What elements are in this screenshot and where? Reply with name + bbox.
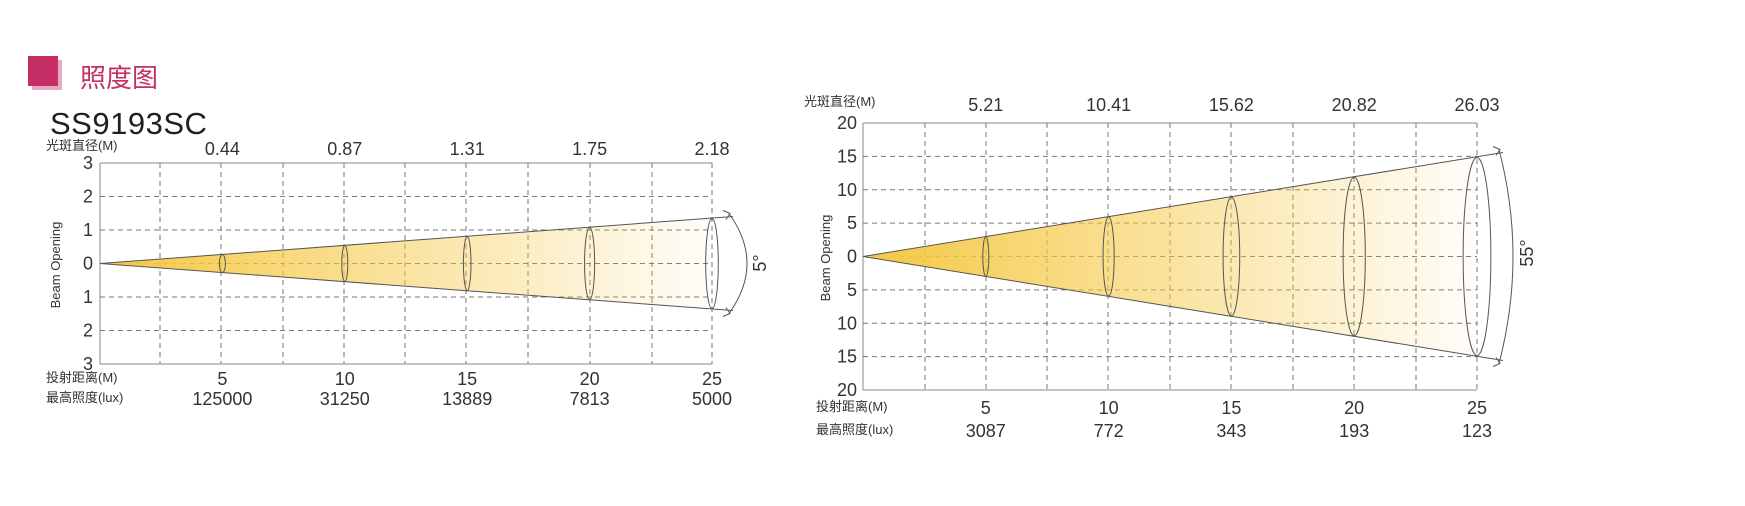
angle-arrow-top	[1492, 146, 1501, 156]
lux-value: 772	[1094, 421, 1124, 441]
lux-value: 31250	[320, 389, 370, 409]
beam-edge-top	[862, 152, 1504, 257]
beam-angle-label: 5°	[750, 254, 770, 271]
beam-cone-fill	[100, 216, 733, 311]
lux-value: 5000	[692, 389, 732, 409]
angle-arc	[1498, 149, 1514, 364]
beam-edge-bottom	[862, 256, 1504, 361]
beam-ellipse	[584, 227, 596, 300]
beam-ellipse	[1102, 216, 1115, 297]
angle-arrow-bottom	[722, 307, 731, 317]
y-tick-label: 2	[83, 187, 93, 207]
y-tick-label: 10	[837, 180, 857, 200]
y-tick-label: 1	[83, 287, 93, 307]
diameter-value: 0.44	[205, 139, 240, 159]
angle-arrow-bottom	[1492, 357, 1501, 367]
section-title: 照度图	[80, 64, 159, 94]
beam-edge-top	[99, 216, 734, 264]
beam-opening-label: Beam Opening	[48, 222, 63, 309]
y-tick-label: 2	[83, 321, 93, 341]
y-tick-label: 0	[83, 254, 93, 274]
y-tick-label: 0	[847, 247, 857, 267]
beam-ellipse	[1222, 196, 1241, 317]
angle-arrow-top	[722, 210, 731, 220]
distance-value: 25	[702, 369, 722, 389]
y-tick-label: 3	[83, 153, 93, 173]
beam-cone-fill	[863, 152, 1503, 361]
lux-value: 123	[1462, 421, 1492, 441]
distance-value: 15	[457, 369, 477, 389]
distance-value: 5	[217, 369, 227, 389]
diameter-value: 0.87	[327, 139, 362, 159]
y-tick-label: 15	[837, 146, 857, 166]
diameter-value: 2.18	[694, 139, 729, 159]
y-tick-label: 20	[837, 380, 857, 400]
lux-row-label: 最高照度(lux)	[816, 422, 893, 437]
diameter-row-label: 光斑直径(M)	[46, 138, 118, 153]
diameter-value: 1.31	[450, 139, 485, 159]
beam-ellipse	[705, 218, 719, 309]
distance-value: 20	[1344, 398, 1364, 418]
y-tick-label: 5	[847, 280, 857, 300]
diameter-value: 20.82	[1332, 95, 1377, 115]
y-tick-label: 10	[837, 313, 857, 333]
beam-ellipse	[1342, 176, 1366, 337]
lux-value: 3087	[966, 421, 1006, 441]
beam-ellipse	[1462, 157, 1492, 356]
lux-value: 13889	[442, 389, 492, 409]
y-tick-label: 20	[837, 113, 857, 133]
distance-value: 10	[335, 369, 355, 389]
diameter-value: 15.62	[1209, 95, 1254, 115]
beam-opening-label: Beam Opening	[818, 215, 833, 302]
beam-ellipse	[462, 236, 472, 291]
diameter-row-label: 光斑直径(M)	[804, 94, 876, 109]
diameter-value: 5.21	[968, 95, 1003, 115]
header-square	[28, 56, 58, 86]
distance-value: 10	[1099, 398, 1119, 418]
distance-value: 20	[580, 369, 600, 389]
diameter-value: 10.41	[1086, 95, 1131, 115]
distance-row-label: 投射距离(M)	[46, 370, 118, 385]
lux-value: 7813	[570, 389, 610, 409]
y-tick-label: 5	[847, 213, 857, 233]
distance-row-label: 投射距离(M)	[816, 399, 888, 414]
beam-ellipse	[341, 245, 349, 282]
lux-value: 125000	[192, 389, 252, 409]
y-tick-label: 3	[83, 354, 93, 374]
beam-chart-2: 55° 20 15 10 5 0 5 10 15 20 Beam Opening 光斑直径(M) 5.2…	[804, 94, 1537, 441]
distance-value: 15	[1221, 398, 1241, 418]
y-tick-label: 15	[837, 347, 857, 367]
beam-ellipse	[982, 236, 990, 277]
lux-row-label: 最高照度(lux)	[46, 390, 123, 405]
beam-ellipse	[218, 254, 226, 273]
beam-edge-bottom	[99, 263, 734, 311]
distance-value: 5	[981, 398, 991, 418]
beam-angle-label: 55°	[1517, 239, 1537, 266]
y-tick-label: 1	[83, 220, 93, 240]
diameter-value: 1.75	[572, 139, 607, 159]
lux-value: 193	[1339, 421, 1369, 441]
distance-value: 25	[1467, 398, 1487, 418]
lux-value: 343	[1216, 421, 1246, 441]
angle-arc	[728, 213, 748, 314]
diameter-value: 26.03	[1454, 95, 1499, 115]
model-name: SS9193SC	[50, 106, 208, 141]
